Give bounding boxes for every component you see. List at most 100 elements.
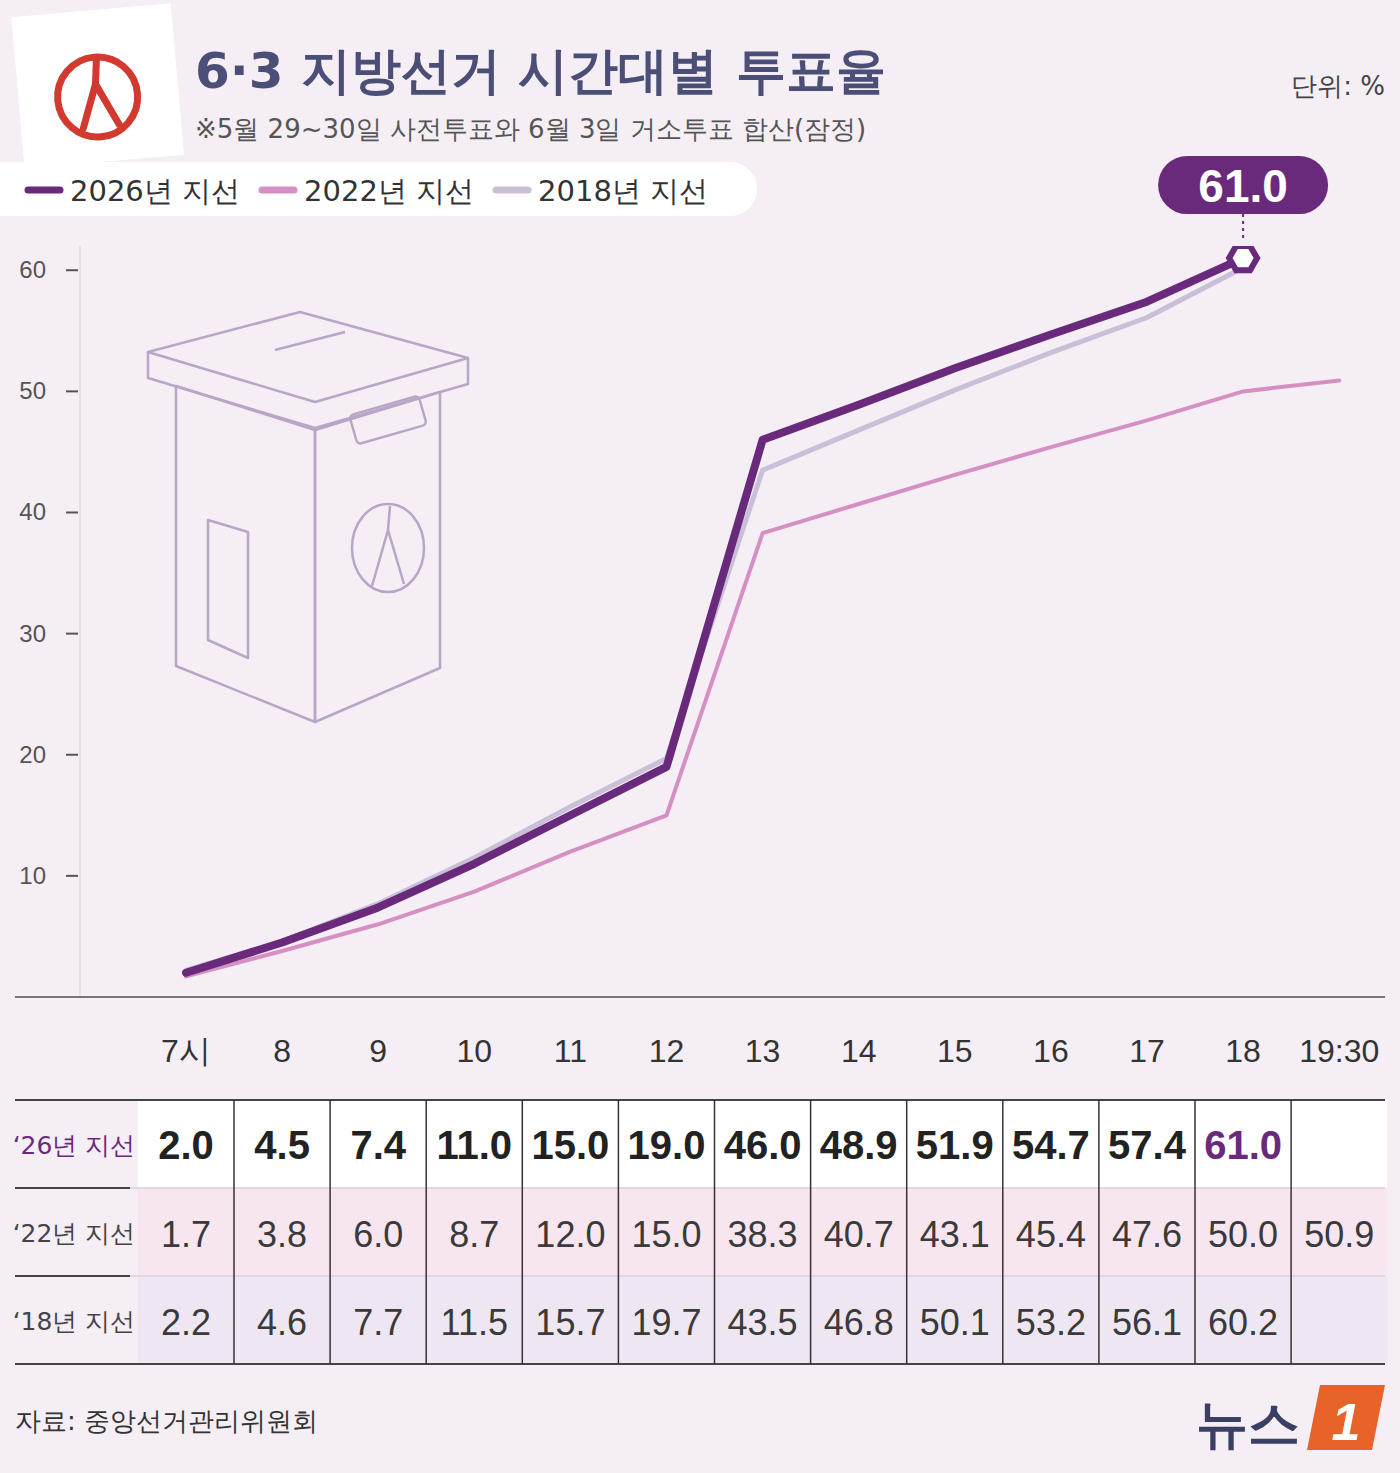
legend-label: 2022년 지선 [304,174,474,208]
x-tick-label: 17 [1129,1033,1165,1069]
table-cell: 4.5 [254,1123,310,1167]
table-row-label: ‘18년 지선 [13,1307,136,1336]
title: 6·3 지방선거 시간대별 투표율 [195,42,886,100]
box-slot [275,332,345,350]
x-tick-label: 16 [1033,1033,1069,1069]
y-tick-label: 60 [19,256,46,283]
table-cell: 38.3 [728,1214,798,1255]
y-tick [66,390,78,392]
y-tick-label: 10 [19,862,46,889]
table-cell: 53.2 [1016,1302,1086,1343]
table-rule [15,1099,130,1101]
table-cell: 48.9 [820,1123,898,1167]
table-cell: 4.6 [257,1302,307,1343]
logo-badge [1307,1385,1385,1450]
callout-leader [1242,214,1244,240]
table-cell: 60.2 [1208,1302,1278,1343]
stamp-circle [54,54,141,141]
table-cell: 50.9 [1304,1214,1374,1255]
table-cell: 43.1 [920,1214,990,1255]
table-cell: 11.0 [436,1123,512,1167]
table-row-label: ‘22년 지선 [13,1219,136,1248]
legend-label: 2018년 지선 [538,174,708,208]
table-cell: 51.9 [916,1123,994,1167]
table-cell: 6.0 [353,1214,403,1255]
plot-area [186,246,1339,976]
legend-swatch [262,187,294,194]
table-column-rule [906,1100,908,1364]
box-door [208,520,248,658]
stamp-paper [11,3,184,168]
legend-swatch [28,187,60,194]
table-cell: 43.5 [728,1302,798,1343]
table-column-rule [1098,1100,1100,1364]
table-column-rule [618,1100,620,1364]
ballot-box-illustration [148,312,468,722]
callout-box [1158,156,1328,214]
stamp-mark [77,58,119,128]
table-cell: 19.0 [628,1123,706,1167]
chart: 6·3 지방선거 시간대별 투표율 ※5월 29~30일 사전투표와 6월 3일 … [0,0,1400,1473]
x-tick-label: 18 [1225,1033,1261,1069]
table-cell: 47.6 [1112,1214,1182,1255]
table-cell: 50.0 [1208,1214,1278,1255]
table-cell: 15.0 [631,1214,701,1255]
table-cell: 1.7 [161,1214,211,1255]
x-tick-label: 9 [369,1033,387,1069]
box-left-face [176,386,315,722]
table-rule [15,1363,130,1365]
series-line [186,258,1243,973]
table-cell: 11.5 [441,1302,508,1343]
table-row-background [138,1100,1387,1188]
table-row-background [138,1276,1387,1364]
box-emblem-mark [372,506,404,586]
table-rule [130,1099,1385,1101]
legend-label: 2026년 지선 [70,174,240,208]
source: 자료: 중앙선거관리위원회 [15,1406,318,1436]
x-tick-label: 10 [457,1033,493,1069]
x-tick-label: 12 [649,1033,685,1069]
table-column-rule [522,1100,524,1364]
table-rule [15,1187,130,1189]
x-tick-label: 11 [554,1033,587,1069]
logo-mark: 1 [1332,1393,1361,1451]
box-lid-side [148,352,468,428]
y-tick-label: 50 [19,377,46,404]
subtitle: ※5월 29~30일 사전투표와 6월 3일 거소투표 합산(잠정) [195,114,866,144]
table-cell: 7.4 [350,1123,406,1167]
box-handle [349,396,426,445]
table-cell: 3.8 [257,1214,307,1255]
table-column-rule [329,1100,331,1364]
table-rule [15,1275,130,1277]
logo-text: 뉴스 [1196,1394,1300,1454]
table-rule [130,1187,1385,1189]
end-marker [1229,246,1257,270]
y-tick [66,875,78,877]
callout-label: 61.0 [1198,160,1288,212]
x-tick-label: 15 [937,1033,973,1069]
y-axis-line [80,246,81,997]
x-tick-label: 8 [273,1033,291,1069]
table-cell: 12.0 [535,1214,605,1255]
table-cell: 7.7 [353,1302,403,1343]
table-cell: 56.1 [1112,1302,1182,1343]
table-row-background [138,1188,1387,1276]
table-rule [130,1275,1385,1277]
y-tick [66,633,78,635]
table-cell: 15.7 [535,1302,605,1343]
stamp-icon [11,3,184,168]
series-line [186,268,1243,971]
table-cell: 19.7 [631,1302,701,1343]
y-tick-label: 40 [19,498,46,525]
table-column-rule [425,1100,427,1364]
box-lid [148,312,468,402]
table-column-rule [810,1100,812,1364]
table-cell: 2.0 [158,1123,214,1167]
table-cell: 2.2 [161,1302,211,1343]
table-column-rule [233,1100,235,1364]
x-tick-label: 19:30 [1299,1033,1379,1069]
series-line [186,381,1339,977]
table-rule [130,1363,1385,1365]
table-cell: 54.7 [1012,1123,1090,1167]
y-tick [66,754,78,756]
